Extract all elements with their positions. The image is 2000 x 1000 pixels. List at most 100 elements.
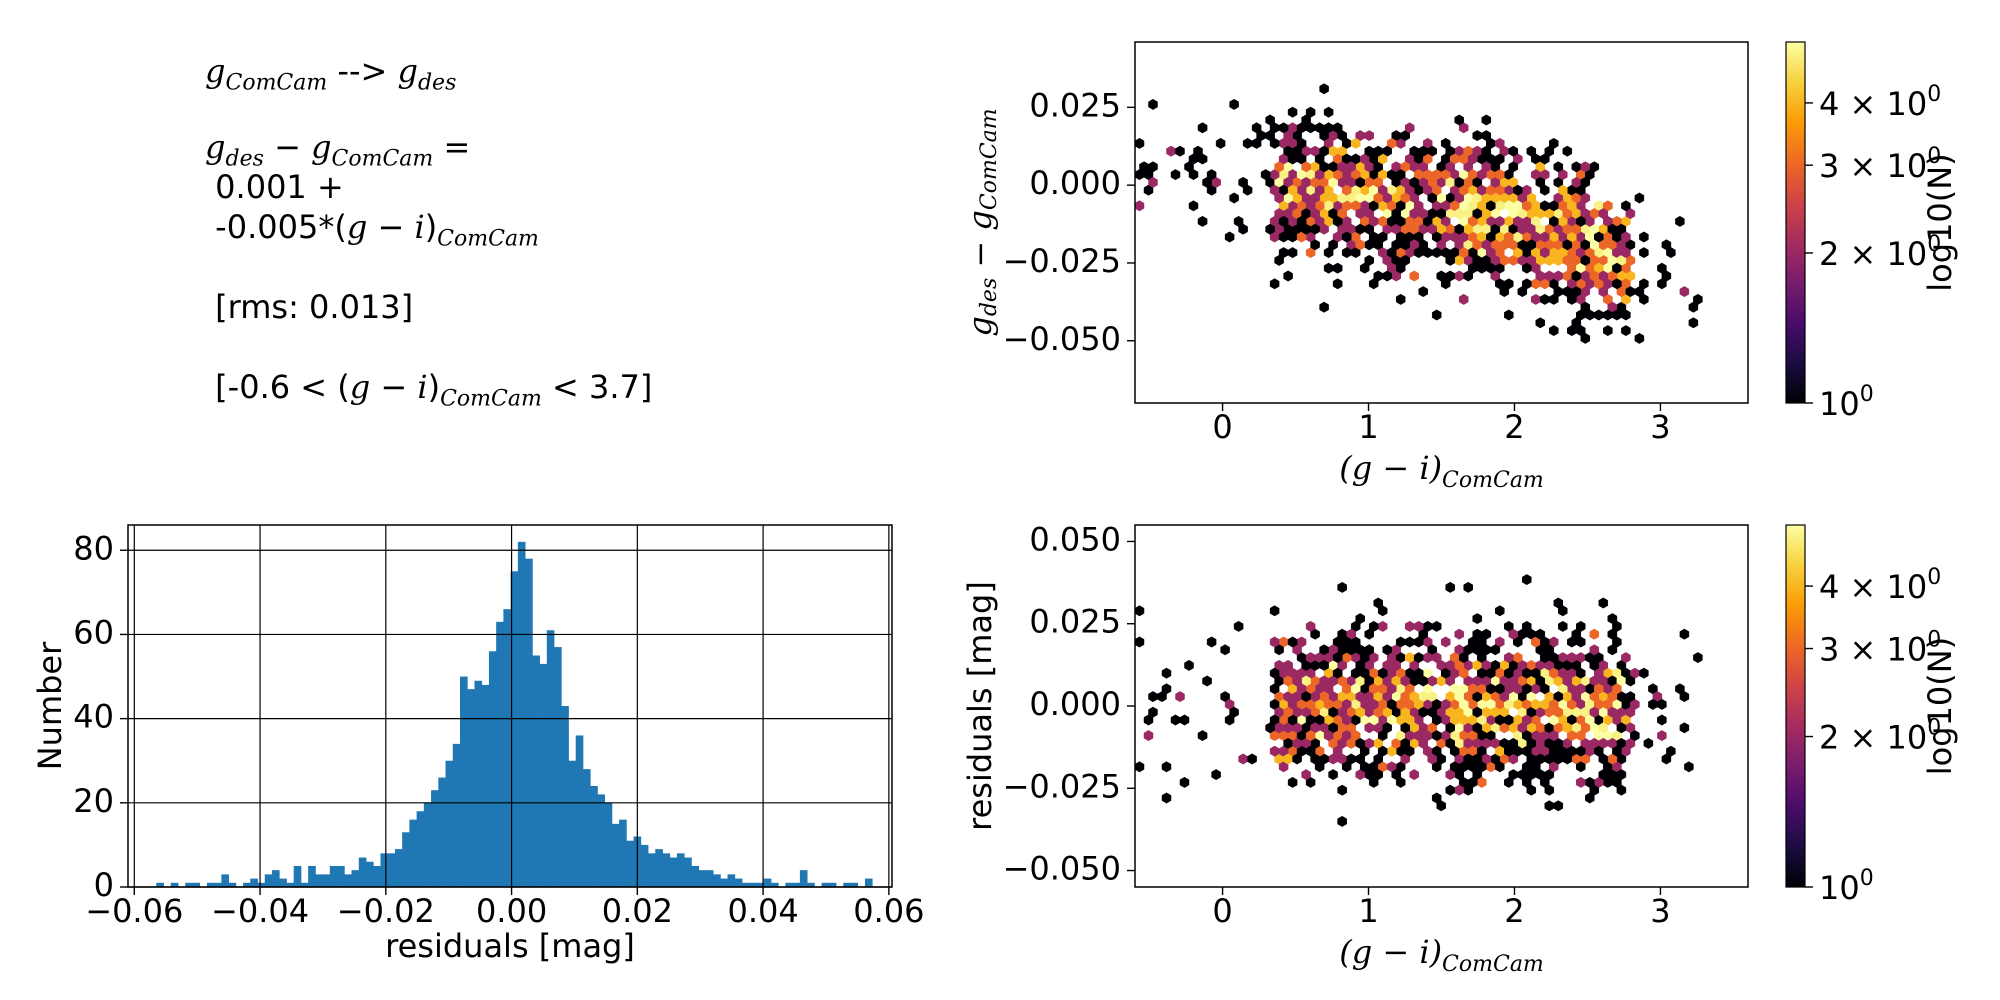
hexbin-xtick-label: 2: [1504, 408, 1524, 446]
histogram-bar: [264, 874, 273, 887]
hexbin-cell: [1549, 667, 1559, 679]
hexbin-cell: [1431, 620, 1442, 632]
hexbin-cell: [1454, 691, 1464, 703]
hexbin-cell: [1332, 652, 1343, 664]
hexbin-cell: [1531, 698, 1541, 710]
histogram-bar: [561, 706, 569, 887]
hexbin-cell: [1278, 122, 1289, 134]
hexbin-cell: [1418, 706, 1428, 718]
hexbin-cell: [1495, 200, 1505, 212]
histogram-ytick-label: 60: [73, 613, 114, 651]
hexbin-cell: [1504, 309, 1514, 321]
hexbin-cell: [1504, 278, 1514, 290]
hexbin-cell: [1269, 745, 1280, 757]
histogram-bar: [662, 853, 671, 887]
histogram-bar: [409, 819, 418, 887]
histogram-chart: −0.06 −0.04 −0.02 0.00 0.02 0.04 0.06 0 20 40 60 80…: [31, 524, 924, 965]
hexbin-cell: [1278, 247, 1289, 259]
colorbar-tick-label: 4 × 100: [1819, 82, 1941, 123]
hexbin-cell: [1463, 753, 1473, 765]
hexbin-cell: [1301, 691, 1311, 703]
hexbin-cell: [1625, 675, 1636, 687]
hexbin-cell: [1576, 776, 1586, 788]
hexbin-cell: [1274, 161, 1284, 173]
hexbin-cell: [1283, 270, 1293, 282]
hexbin-cell: [1589, 706, 1600, 718]
hexbin-cell: [1391, 659, 1401, 671]
hexbin-cell: [1355, 208, 1365, 220]
histogram-bar: [366, 861, 374, 887]
histogram-bar: [568, 760, 577, 887]
hexbin-cell: [1571, 176, 1582, 188]
hexbin-cell: [1540, 652, 1550, 664]
histogram-bar: [358, 857, 367, 887]
hexbin-cell: [1549, 698, 1559, 710]
histogram-bar: [713, 874, 721, 887]
hexbin-cell: [1188, 169, 1199, 181]
hexbin-cell: [1332, 262, 1343, 274]
hexbin-cell: [1445, 722, 1455, 734]
hexbin-cell: [1490, 644, 1501, 656]
histogram-bar: [286, 882, 295, 887]
hexbin-cell: [1517, 223, 1528, 235]
hexbin-cell: [1148, 98, 1158, 110]
hexbin-cell: [1148, 161, 1158, 173]
hexbin-cell: [1355, 239, 1365, 251]
histogram-bar: [770, 882, 779, 887]
hexbin-cell: [1283, 659, 1293, 671]
hexbin-cell: [1458, 667, 1469, 679]
hexbin-cell: [1477, 262, 1487, 274]
hexbin-cell: [1458, 652, 1469, 664]
hexbin-cell: [1598, 270, 1609, 282]
hexbin-cell: [1522, 620, 1532, 632]
hexbin-cell: [1238, 223, 1248, 235]
histogram-bar: [792, 882, 801, 887]
hexbin-cell: [1377, 667, 1388, 679]
histogram-xtick-label: 0.04: [727, 892, 798, 930]
hexbin-cell: [1278, 231, 1289, 243]
hexbin-cell: [1630, 730, 1640, 742]
hexbin-cell: [1341, 714, 1352, 726]
histogram-bar: [619, 819, 627, 887]
histogram-ytick-label: 20: [73, 782, 114, 820]
hexbin-cell: [1202, 176, 1212, 188]
hexbin-cell: [1373, 270, 1383, 282]
histogram-bar: [705, 870, 714, 887]
histogram-frame: [127, 524, 893, 888]
hexbin-cell: [1454, 628, 1464, 640]
histogram-bar: [438, 777, 446, 887]
hexbin-cell: [1409, 769, 1419, 781]
hexbin-xlabel: (g − i)ComCam: [1339, 933, 1544, 977]
hexbin-cell: [1418, 208, 1428, 220]
histogram-bar: [257, 882, 266, 887]
hexbin-cell: [1679, 691, 1690, 703]
histogram-bar: [799, 870, 808, 887]
hexbin-cell: [1134, 636, 1145, 648]
histogram-bar: [582, 769, 591, 887]
hexbin-cell: [1553, 597, 1564, 609]
hexbin-ylabel: residuals [mag]: [961, 581, 999, 831]
hexbin-cell: [1283, 145, 1293, 157]
hexbin-cell: [1377, 605, 1388, 617]
histogram-xtick-label: −0.06: [85, 892, 183, 930]
hexbin-cell: [1549, 137, 1559, 149]
hexbin-cell: [1612, 745, 1622, 757]
hexbin-cell: [1431, 169, 1442, 181]
histogram-bar: [510, 571, 519, 887]
hexbin-cell: [1580, 254, 1591, 266]
hexbin-cell: [1666, 745, 1676, 757]
hexbin-cell: [1265, 223, 1275, 235]
hexbin-cell: [1463, 270, 1473, 282]
hexbin-cell: [1355, 706, 1365, 718]
hexbin-cell: [1625, 691, 1636, 703]
hexbin-cell: [1377, 620, 1388, 632]
hexbin-cell: [1693, 293, 1703, 305]
hexbin-cell: [1418, 675, 1428, 687]
hexbin-cell: [1341, 184, 1352, 196]
hexbin-cell: [1292, 753, 1302, 765]
hexbin-cell: [1657, 714, 1667, 726]
hexbin-cell: [1445, 254, 1455, 266]
hexbin-cell: [1562, 286, 1573, 298]
hexbin-cell: [1404, 620, 1415, 632]
